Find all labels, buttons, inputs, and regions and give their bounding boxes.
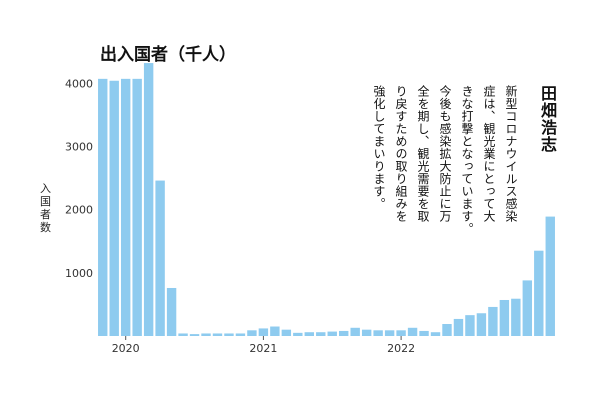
bar-2020-07	[189, 334, 200, 336]
y-axis-label: 入国者数	[40, 182, 51, 234]
bar-2021-02	[270, 326, 280, 336]
bar-2021-10	[361, 329, 372, 336]
bar-2021-06	[316, 332, 326, 336]
chart-title: 出入国者（千人）	[100, 45, 236, 65]
bar-2022-02	[407, 327, 418, 336]
bar-2022-06	[453, 318, 464, 336]
bar-2021-05	[304, 332, 314, 336]
bar-2023-02	[545, 216, 555, 336]
bar-2020-02	[132, 78, 142, 336]
quote-line: 強化してまいります。	[372, 85, 386, 210]
y-tick-label: 1000	[65, 267, 93, 280]
bar-2021-09	[350, 327, 360, 336]
bar-2020-08	[201, 333, 211, 336]
bar-2022-09	[488, 306, 498, 336]
bar-2021-01	[258, 328, 269, 336]
bar-2022-05	[442, 324, 452, 336]
bar-2021-08	[339, 330, 349, 336]
y-axis-ticks: 1000 2000 3000 4000	[65, 77, 93, 279]
quote-author: 田畑浩志	[538, 85, 557, 153]
bar-2023-01	[534, 250, 544, 336]
quote-line: きな打撃となっています。	[460, 85, 474, 235]
quote-line: 今後も感染拡大防止に万	[438, 85, 452, 223]
bar-2022-07	[465, 315, 475, 336]
x-axis-ticks: 2020 2021 2022	[112, 336, 415, 355]
bar-2021-03	[281, 329, 292, 336]
bar-2019-12	[109, 80, 119, 336]
bar-2021-04	[293, 332, 303, 336]
bar-2022-04	[430, 332, 441, 336]
bar-2020-11	[235, 333, 246, 336]
quote-line: 全を期し、観光需要を取	[416, 85, 430, 223]
y-tick-label: 3000	[65, 141, 93, 154]
bar-2020-04	[155, 180, 165, 336]
x-tick-label: 2022	[387, 342, 415, 355]
bar-2020-10	[224, 333, 234, 336]
bar-2022-01	[396, 330, 406, 336]
bar-2020-09	[212, 333, 223, 336]
quote-text: 新型コロナウイルス感染 症は、観光業にとって大 きな打撃となっています。 今後も…	[368, 85, 522, 253]
bar-2020-12	[247, 330, 257, 336]
y-tick-label: 4000	[65, 77, 93, 90]
bar-2019-11	[98, 78, 108, 336]
bar-2020-06	[178, 333, 188, 336]
x-tick-label: 2020	[112, 342, 140, 355]
bar-2020-01	[120, 78, 131, 336]
bar-2021-11	[373, 330, 383, 336]
x-tick-label: 2021	[249, 342, 277, 355]
bar-2021-07	[327, 331, 337, 336]
bars-group	[98, 63, 555, 337]
bar-2022-11	[511, 298, 521, 336]
bar-2022-03	[419, 330, 429, 336]
quote-line: 症は、観光業にとって大	[482, 85, 496, 223]
quote-line: り戻すための取り組みを	[394, 85, 408, 223]
y-tick-label: 2000	[65, 204, 93, 217]
quote-line: 新型コロナウイルス感染	[504, 85, 518, 223]
bar-2022-12	[522, 280, 533, 336]
bar-2022-08	[476, 313, 487, 336]
bar-2020-05	[166, 287, 177, 336]
bar-2020-03	[143, 63, 154, 337]
bar-2021-12	[384, 330, 395, 336]
bar-2022-10	[499, 299, 510, 336]
